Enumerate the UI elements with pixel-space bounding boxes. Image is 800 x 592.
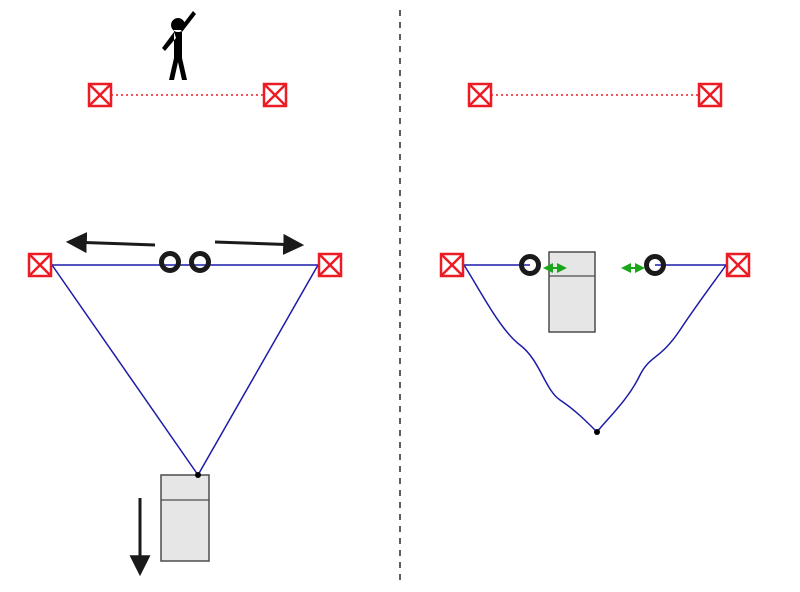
diagram-canvas: [0, 0, 800, 592]
right-low-dot: [594, 429, 600, 435]
left-arrow-outward-left: [70, 242, 155, 245]
left-ring-1: [162, 254, 179, 271]
left-arrow-outward-right: [215, 242, 300, 245]
left-ring-2: [192, 254, 209, 271]
person-icon: [162, 11, 196, 80]
right-device: [549, 252, 595, 332]
left-device-dot: [195, 472, 201, 478]
left-v-rope-a: [52, 265, 198, 475]
left-v-rope-b: [198, 265, 318, 475]
left-device: [161, 475, 209, 561]
